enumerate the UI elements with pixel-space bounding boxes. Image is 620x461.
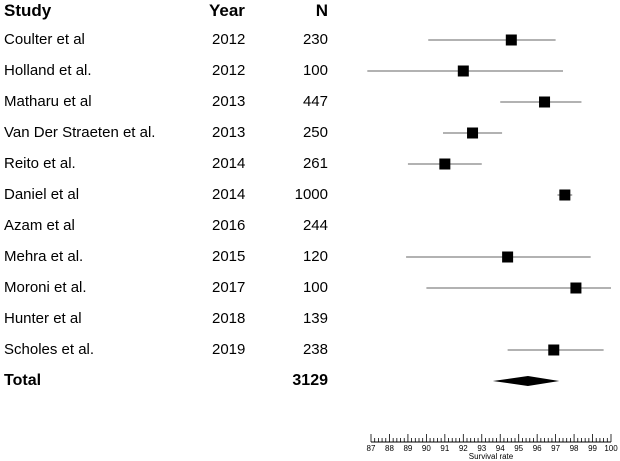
study-n: 238: [302, 341, 328, 358]
x-tick-label: 98: [570, 444, 579, 453]
point-estimate-marker: [502, 251, 514, 263]
point-estimate-marker: [505, 34, 517, 46]
total-label: Total: [4, 372, 42, 389]
year-column-header: Year: [209, 1, 245, 20]
study-name: Matharu et al: [4, 93, 92, 110]
x-tick-label: 92: [459, 444, 468, 453]
x-tick-label: 96: [533, 444, 542, 453]
point-estimate-marker: [439, 158, 451, 170]
study-n: 250: [302, 124, 328, 141]
study-name: Azam et al: [4, 217, 75, 234]
study-year: 2015: [212, 248, 246, 265]
study-year: 2014: [212, 186, 246, 203]
study-year: 2016: [212, 217, 246, 234]
summary-diamond: [492, 376, 560, 386]
x-tick-label: 99: [588, 444, 597, 453]
study-year: 2017: [212, 279, 246, 296]
point-estimate-marker: [539, 96, 551, 108]
x-tick-label: 89: [403, 444, 412, 453]
study-year: 2018: [212, 310, 246, 327]
study-year: 2013: [212, 124, 246, 141]
study-name: Hunter et al: [4, 310, 82, 327]
study-year: 2013: [212, 93, 246, 110]
study-name: Scholes et al.: [4, 341, 95, 358]
study-name: Mehra et al.: [4, 248, 84, 265]
x-tick-label: 87: [367, 444, 376, 453]
x-tick-label: 95: [514, 444, 523, 453]
point-estimate-marker: [457, 65, 469, 77]
x-tick-label: 97: [551, 444, 560, 453]
study-n: 447: [302, 93, 328, 110]
study-year: 2012: [212, 31, 246, 48]
study-year: 2014: [212, 155, 246, 172]
total-n: 3129: [292, 372, 328, 389]
study-n: 120: [302, 248, 328, 265]
point-estimate-marker: [467, 127, 479, 139]
point-estimate-marker: [570, 282, 582, 294]
study-n: 261: [302, 155, 328, 172]
study-name: Van Der Straeten et al.: [4, 124, 156, 141]
study-n: 100: [302, 279, 328, 296]
x-tick-label: 88: [385, 444, 394, 453]
study-column-header: Study: [4, 1, 52, 20]
study-name: Reito et al.: [4, 155, 76, 172]
x-tick-label: 90: [422, 444, 431, 453]
study-n: 139: [302, 310, 328, 327]
study-name: Coulter et al: [4, 31, 85, 48]
x-tick-label: 100: [604, 444, 618, 453]
study-year: 2019: [212, 341, 246, 358]
x-tick-label: 91: [440, 444, 449, 453]
x-tick-label: 93: [477, 444, 486, 453]
study-name: Holland et al.: [4, 62, 92, 79]
study-n: 244: [302, 217, 328, 234]
study-n: 100: [302, 62, 328, 79]
study-n: 230: [302, 31, 328, 48]
n-column-header: N: [315, 1, 328, 20]
x-axis-label: Survival rate: [469, 452, 514, 461]
point-estimate-marker: [548, 344, 560, 356]
study-name: Daniel et al: [4, 186, 80, 203]
study-year: 2012: [212, 62, 246, 79]
study-n: 1000: [294, 186, 328, 203]
study-name: Moroni et al.: [4, 279, 87, 296]
x-tick-label: 94: [496, 444, 505, 453]
point-estimate-marker: [559, 189, 571, 201]
